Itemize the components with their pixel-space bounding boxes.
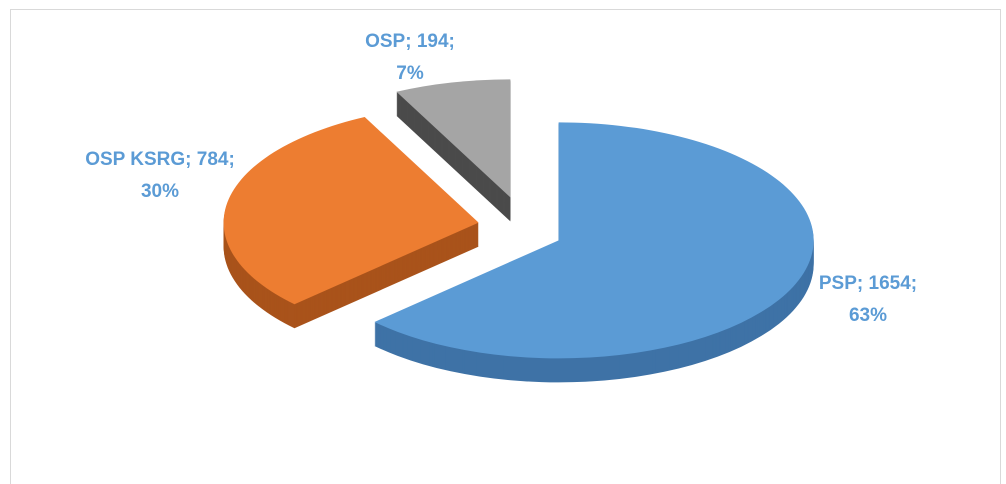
slice [396,79,511,198]
data-label-percent: 30% [141,181,179,202]
data-label: OSP KSRG; 784; [85,149,235,170]
data-label-percent: 63% [849,305,887,326]
slice [223,117,479,305]
data-label-percent: 7% [396,63,424,84]
data-label: OSP; 194; [365,31,455,52]
slice [374,122,814,359]
data-label: PSP; 1654; [819,273,917,294]
